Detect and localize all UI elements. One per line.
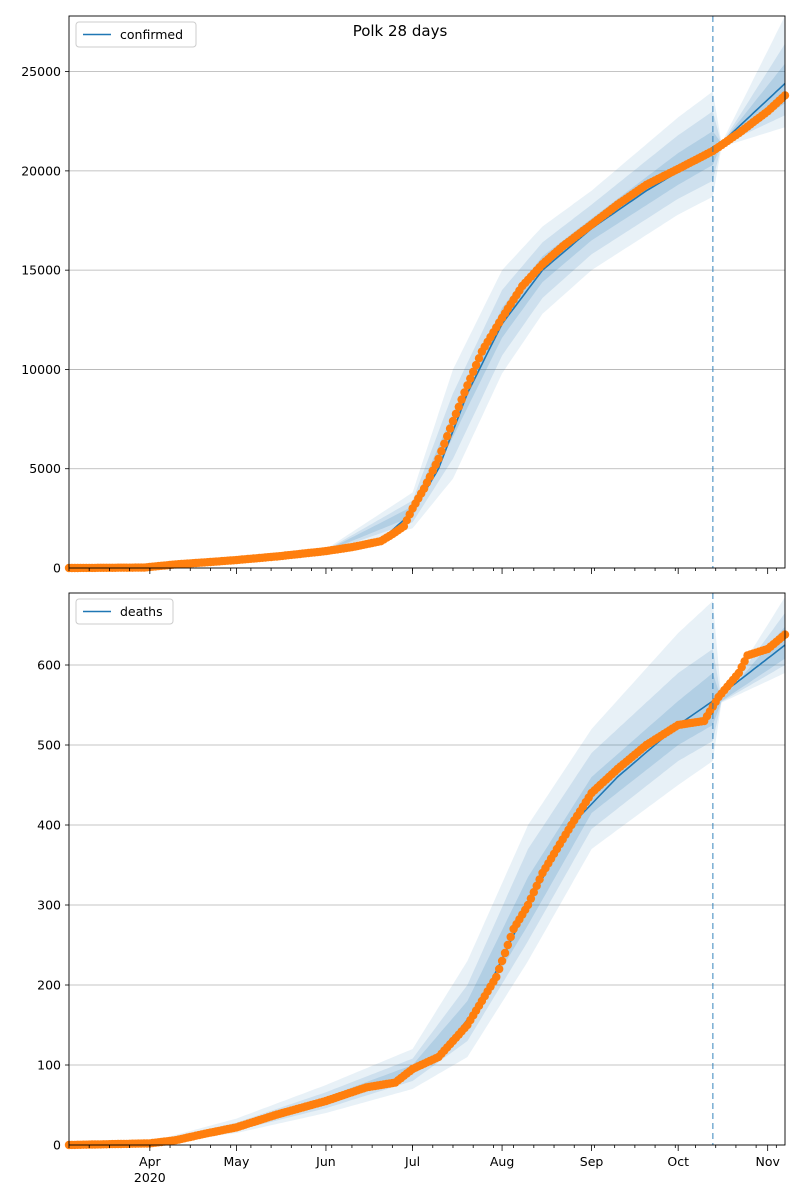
legend-label: deaths xyxy=(120,604,163,619)
observed-point xyxy=(471,360,481,370)
y-tick-label: 600 xyxy=(37,658,61,673)
x-tick-label: May xyxy=(224,1154,250,1169)
y-tick-label: 15000 xyxy=(21,263,61,278)
y-tick-label: 20000 xyxy=(21,163,61,178)
observed-point xyxy=(457,395,466,404)
y-tick-label: 200 xyxy=(37,978,61,993)
figure-title: Polk 28 days xyxy=(352,22,448,40)
observed-point xyxy=(532,881,541,890)
observed-point xyxy=(469,367,478,376)
observed-point xyxy=(500,948,510,958)
confidence-band xyxy=(149,613,786,1144)
observed-point xyxy=(454,402,463,411)
y-tick-label: 10000 xyxy=(21,362,61,377)
plot-frame xyxy=(68,592,786,1146)
confidence-band xyxy=(149,597,786,1145)
legend: confirmed xyxy=(75,21,197,48)
confidence-band xyxy=(149,626,786,1144)
x-year-label: 2020 xyxy=(134,1170,166,1185)
y-tick-label: 500 xyxy=(37,738,61,753)
observed-point xyxy=(466,374,475,383)
y-tick-label: 0 xyxy=(53,561,61,576)
x-tick-label: Nov xyxy=(755,1154,780,1169)
legend-box xyxy=(75,21,197,48)
observed-point xyxy=(440,439,449,448)
observed-point xyxy=(503,940,512,950)
legend-label: confirmed xyxy=(120,27,183,42)
x-tick-label: Sep xyxy=(580,1154,604,1169)
observed-point xyxy=(523,900,533,910)
observed-point xyxy=(497,956,507,966)
observed-point xyxy=(445,424,455,433)
observed-point xyxy=(495,964,504,974)
observed-point xyxy=(448,416,458,426)
y-tick-label: 5000 xyxy=(29,461,61,476)
legend: deaths xyxy=(75,598,174,625)
observed-point xyxy=(506,932,515,942)
observed-point xyxy=(451,409,461,419)
x-tick-label: Jun xyxy=(315,1154,336,1169)
observed-point xyxy=(460,388,469,397)
observed-point xyxy=(535,875,544,884)
confidence-band xyxy=(326,63,785,552)
observed-point xyxy=(437,447,446,456)
y-tick-label: 400 xyxy=(37,818,61,833)
legend-box xyxy=(75,598,174,625)
observed-point xyxy=(434,454,443,463)
y-tick-label: 25000 xyxy=(21,64,61,79)
x-tick-label: Oct xyxy=(667,1154,689,1169)
observed-point xyxy=(463,381,472,390)
observed-point xyxy=(526,894,536,903)
observed-point xyxy=(529,888,538,897)
x-tick-label: Aug xyxy=(490,1154,514,1169)
observed-point xyxy=(474,354,484,363)
confidence-band xyxy=(326,16,785,554)
confirmed-panel: 0 5000 10000 15000 20000 25000 confirmed xyxy=(21,15,790,576)
observed-point xyxy=(443,432,452,441)
x-tick-label: Apr xyxy=(139,1154,161,1169)
y-tick-label: 0 xyxy=(53,1138,61,1153)
y-tick-label: 300 xyxy=(37,898,61,913)
plot-frame xyxy=(68,15,786,569)
observed-point xyxy=(492,972,501,982)
y-tick-label: 100 xyxy=(37,1058,61,1073)
x-tick-label: Jul xyxy=(404,1154,420,1169)
